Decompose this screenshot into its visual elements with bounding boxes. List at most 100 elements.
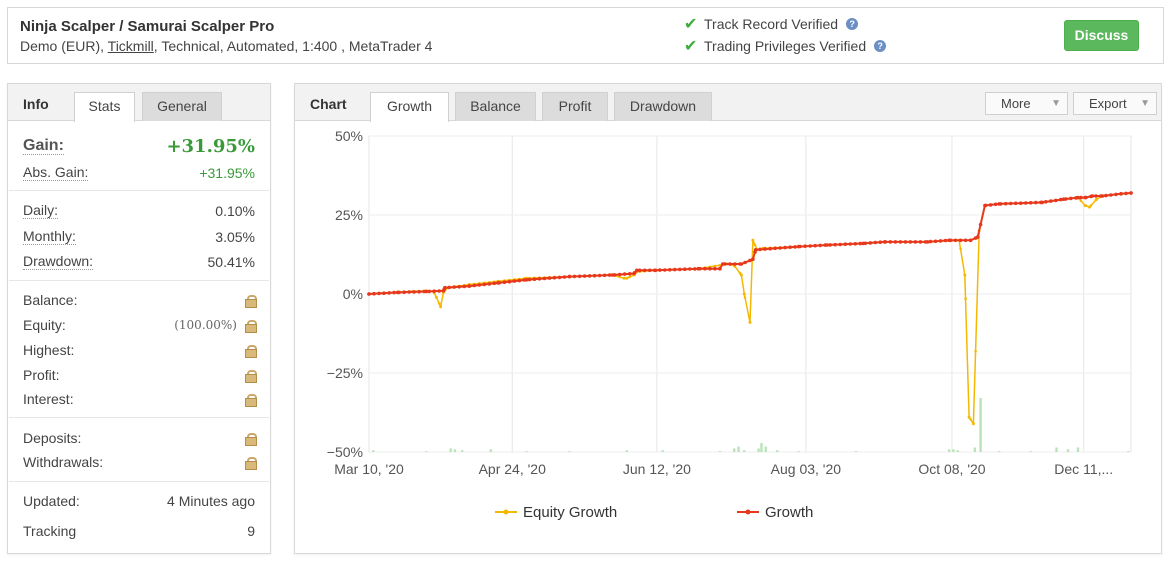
x-tick-label: Aug 03, '20 (771, 461, 842, 477)
data-point (502, 280, 507, 284)
data-point (427, 289, 431, 294)
help-icon[interactable]: ? (846, 18, 859, 30)
data-point (853, 242, 858, 246)
tab-growth[interactable]: Growth (370, 92, 449, 122)
data-point (557, 275, 562, 280)
data-point (964, 297, 967, 300)
data-point (577, 274, 582, 279)
volume-bar (956, 450, 959, 452)
data-point (808, 244, 812, 248)
data-point (743, 296, 747, 299)
data-point (968, 238, 973, 243)
data-point (382, 291, 386, 295)
chart-tabbar: Chart Growth Balance Profit Drawdown Mor… (295, 84, 1161, 122)
data-point (582, 274, 587, 278)
data-point (928, 239, 933, 244)
data-point (417, 289, 421, 294)
volume-bar (998, 451, 1001, 452)
data-point (783, 245, 787, 250)
data-point (437, 302, 441, 305)
data-point (903, 240, 908, 244)
interest-label: Interest: (23, 391, 74, 407)
data-point (913, 240, 918, 244)
data-point (803, 244, 807, 248)
help-icon[interactable]: ? (874, 40, 887, 52)
data-point (635, 268, 639, 273)
data-point (721, 262, 725, 266)
broker-link[interactable]: Tickmill (107, 38, 154, 54)
y-tick-label: −50% (327, 444, 363, 460)
data-point (728, 262, 732, 266)
account-header: Ninja Scalper / Samurai Scalper Pro Demo… (7, 7, 1164, 64)
chevron-down-icon: ▼ (1140, 98, 1150, 109)
data-point (457, 285, 461, 289)
more-dropdown[interactable]: More ▼ (985, 92, 1068, 115)
data-point (1124, 191, 1128, 196)
data-point (751, 257, 755, 261)
data-point (678, 267, 682, 272)
withdrawals-label: Withdrawals: (23, 454, 104, 470)
legend-label: Growth (765, 504, 813, 521)
lock-icon (245, 319, 257, 333)
data-point (477, 283, 482, 287)
data-point (1104, 193, 1108, 198)
data-point (1083, 195, 1087, 200)
equity-row: Equity: (100.00%) (23, 317, 257, 333)
data-point (1008, 201, 1013, 206)
volume-bar (760, 443, 763, 452)
volume-bar (947, 449, 951, 452)
data-point (507, 279, 512, 284)
tab-drawdown[interactable]: Drawdown (614, 92, 712, 121)
data-point (432, 289, 436, 293)
data-point (1018, 201, 1023, 205)
data-point (1114, 192, 1118, 197)
data-point (412, 290, 416, 294)
data-point (407, 290, 411, 294)
data-point (943, 238, 948, 243)
data-point (647, 268, 652, 273)
tab-profit[interactable]: Profit (542, 92, 608, 121)
check-icon: ✔ (684, 38, 698, 55)
data-point (673, 267, 677, 272)
tab-stats[interactable]: Stats (74, 92, 135, 122)
tracking-value[interactable]: 9 (247, 523, 255, 539)
data-point (663, 268, 667, 272)
data-point (387, 291, 391, 295)
data-point (439, 305, 443, 309)
tab-balance[interactable]: Balance (455, 92, 536, 121)
data-point (1079, 195, 1083, 200)
data-point (888, 240, 893, 244)
divider (9, 280, 269, 281)
discuss-button[interactable]: Discuss (1064, 20, 1139, 51)
volume-bar (1066, 449, 1070, 452)
account-subtitle: Demo (EUR), Tickmill, Technical, Automat… (20, 38, 432, 54)
account-sub-suffix: , Technical, Automated, 1:400 , MetaTrad… (153, 38, 433, 54)
data-point (696, 266, 701, 271)
track-record-label: Track Record Verified (704, 16, 839, 32)
drawdown-label: Drawdown: (23, 253, 94, 270)
data-point (778, 246, 782, 250)
data-point (1129, 191, 1133, 195)
data-point (372, 291, 376, 296)
data-point (1100, 194, 1105, 198)
data-point (1054, 198, 1058, 203)
tab-general[interactable]: General (142, 92, 222, 121)
data-point (878, 240, 883, 244)
export-dropdown[interactable]: Export ▼ (1073, 92, 1157, 115)
deposits-label: Deposits: (23, 430, 82, 446)
growth-chart[interactable]: 50% 25% 0% −25% −50%Mar 10, '20 Apr 24, '20 Ju… (295, 122, 1161, 554)
data-point (658, 268, 662, 272)
data-point (532, 277, 537, 281)
data-point (437, 289, 441, 293)
volume-bar (737, 446, 740, 452)
volume-bar (776, 450, 779, 452)
data-point (492, 281, 497, 286)
data-point (751, 238, 755, 242)
data-point (1049, 199, 1053, 203)
data-point (537, 277, 542, 281)
volume-bar (1055, 447, 1058, 452)
data-point (963, 273, 967, 277)
data-point (743, 260, 747, 265)
data-point (1119, 192, 1123, 196)
chevron-down-icon: ▼ (1051, 98, 1061, 109)
